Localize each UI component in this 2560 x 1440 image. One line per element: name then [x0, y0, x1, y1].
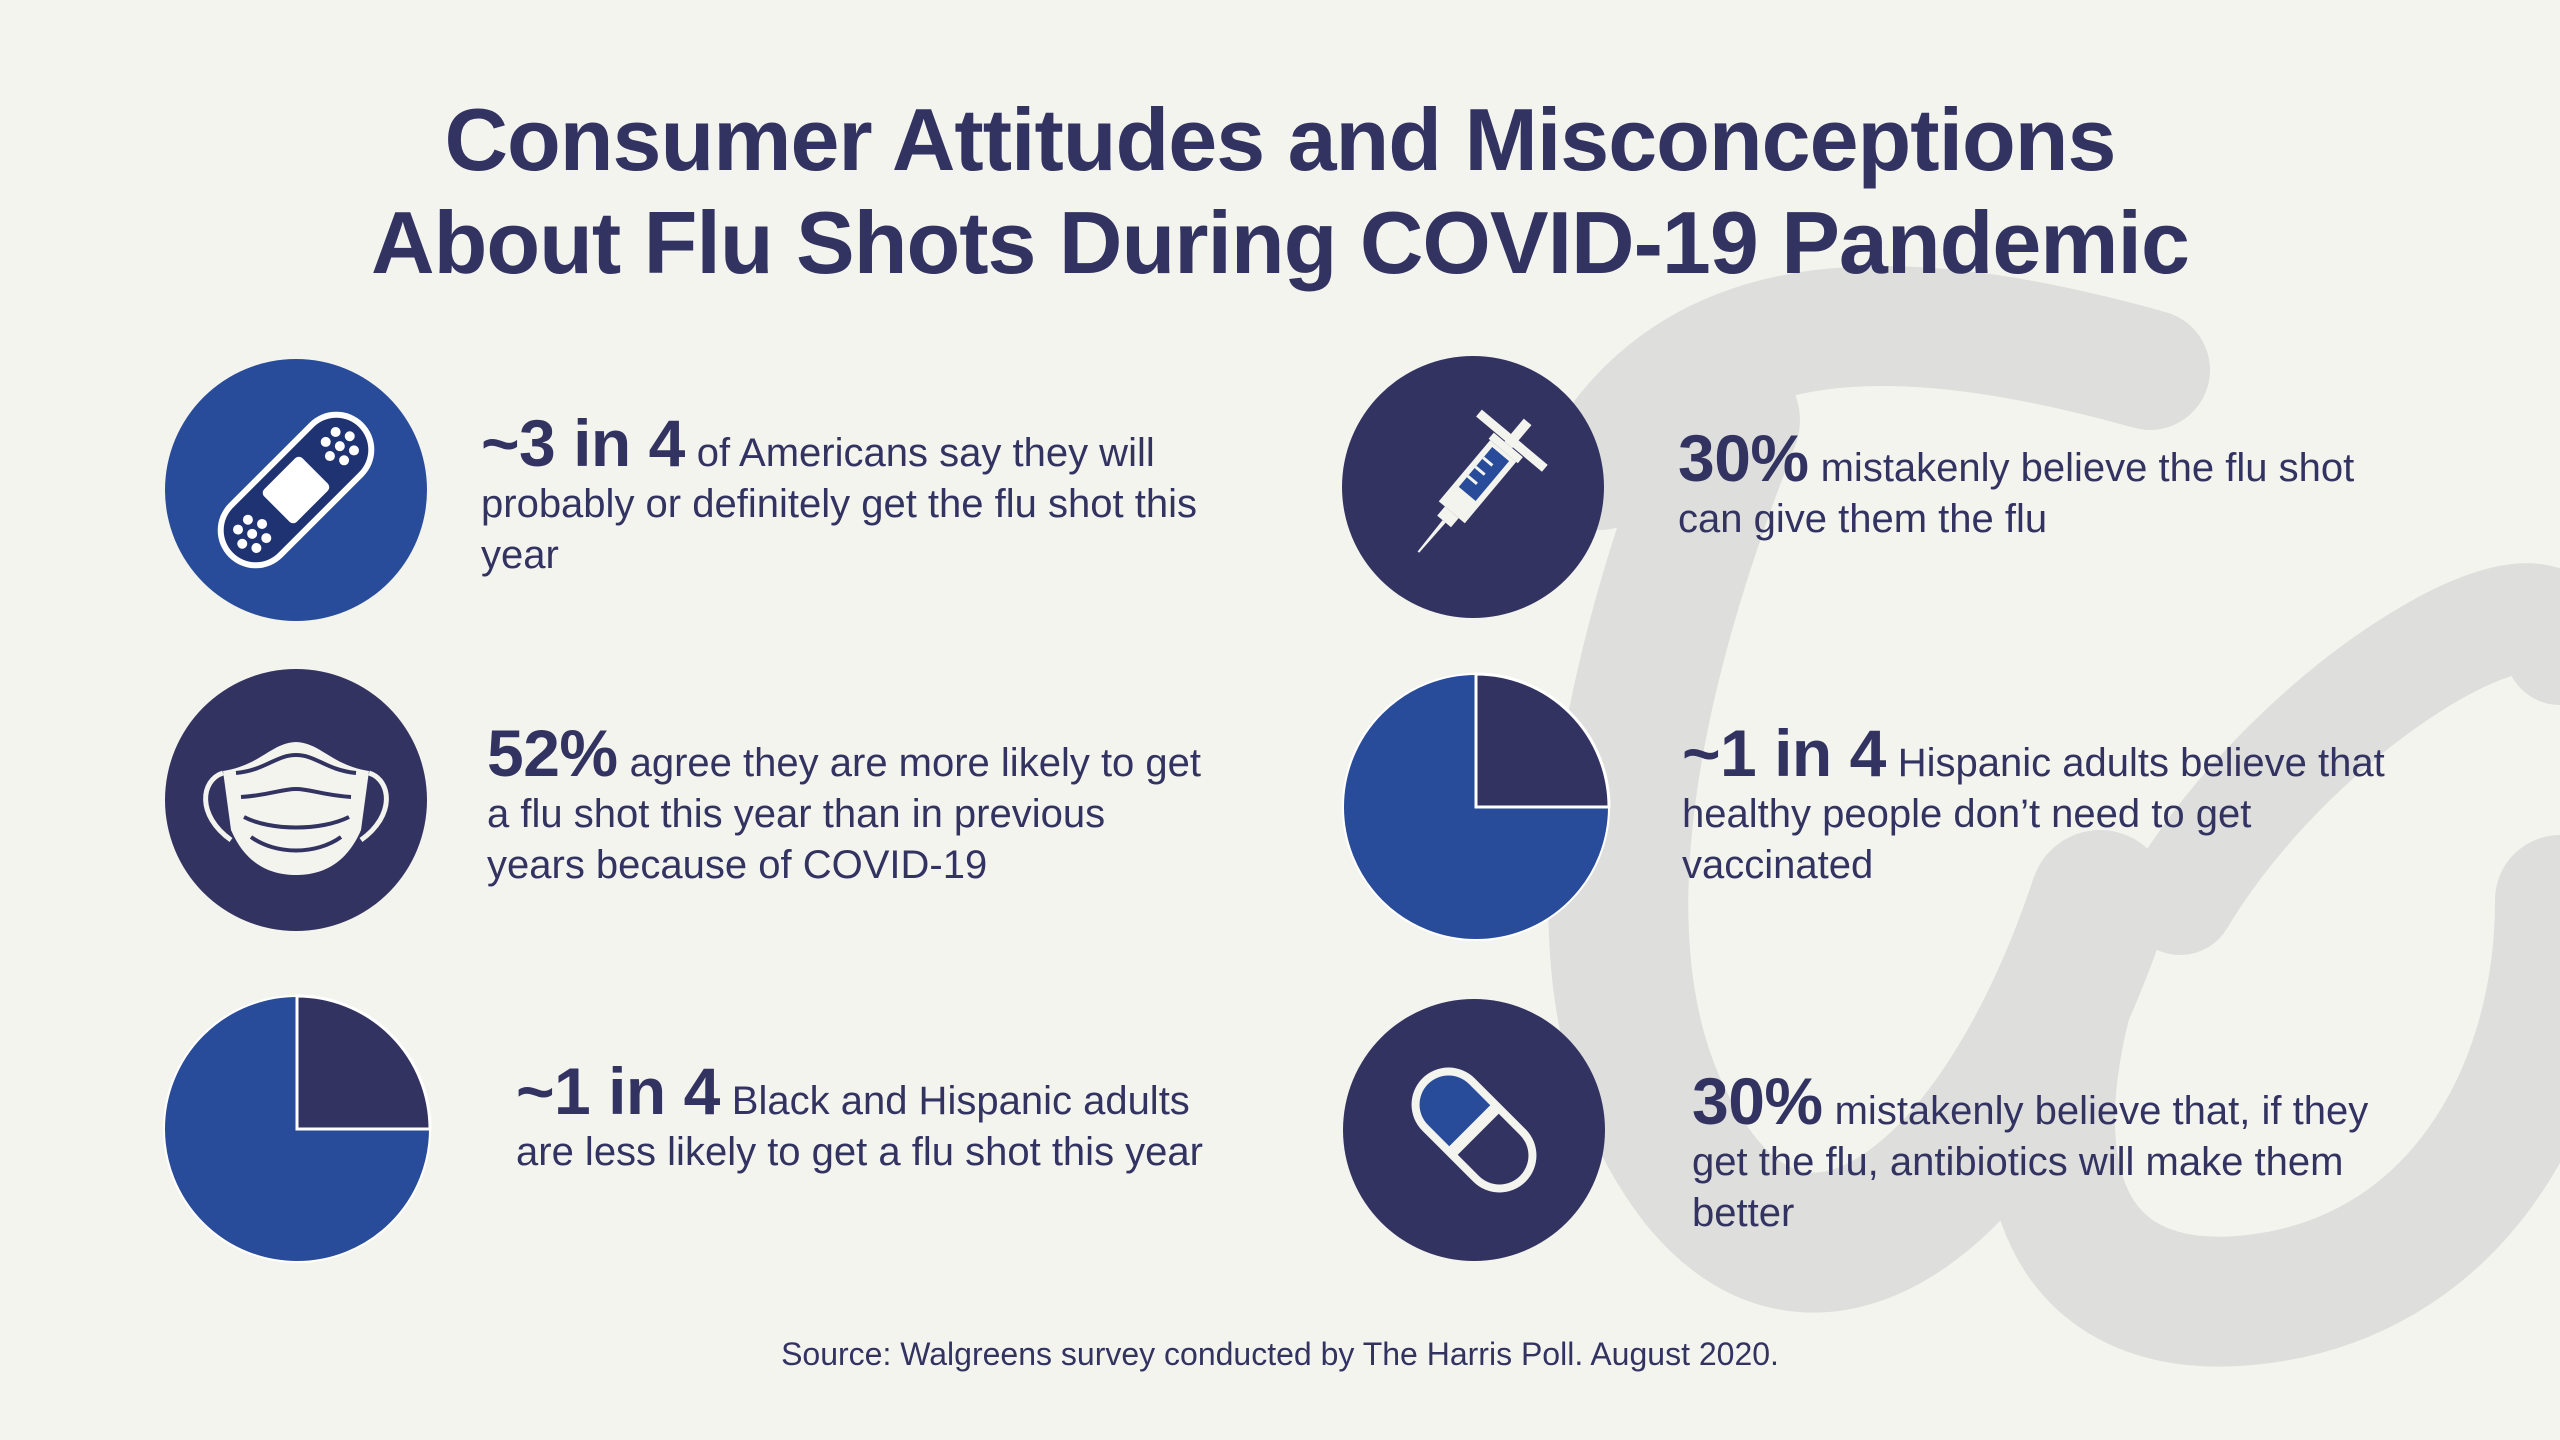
- stat-3: ~1 in 4 Black and Hispanic adults are les…: [516, 1058, 1236, 1178]
- page-title: Consumer Attitudes and Misconceptions Ab…: [0, 88, 2560, 294]
- stat-text: Hispanic adults believe that healthy peo…: [1682, 741, 2385, 887]
- stat-highlight: ~1 in 4: [516, 1054, 720, 1128]
- stat-2: 52% agree they are more likely to get a f…: [487, 720, 1207, 891]
- pill-capsule-icon: [1339, 995, 1609, 1265]
- stat-text: agree they are more likely to get a flu …: [487, 741, 1202, 887]
- stat-text: mistakenly believe the flu shot can give…: [1678, 446, 2355, 541]
- syringe-icon: [1338, 352, 1608, 622]
- stat-1: ~3 in 4 of Americans say they will probab…: [481, 410, 1201, 581]
- stat-text: of Americans say they will probably or d…: [481, 431, 1197, 577]
- stat-highlight: 30%: [1692, 1064, 1823, 1138]
- stat-highlight: 30%: [1678, 421, 1809, 495]
- stat-5: ~1 in 4 Hispanic adults believe that heal…: [1682, 720, 2402, 891]
- pie-quarter-icon: [1341, 672, 1611, 942]
- title-line-2: About Flu Shots During COVID-19 Pandemic: [371, 193, 2190, 292]
- stat-4: 30% mistakenly believe the flu shot can g…: [1678, 425, 2398, 545]
- stat-highlight: ~3 in 4: [481, 406, 685, 480]
- pie-quarter-icon: [162, 994, 432, 1264]
- stat-highlight: ~1 in 4: [1682, 716, 1886, 790]
- stat-text: Black and Hispanic adults are less likel…: [516, 1079, 1203, 1174]
- face-mask-icon: [161, 665, 431, 935]
- stat-6: 30% mistakenly believe that, if they get …: [1692, 1068, 2412, 1239]
- bandage-icon: [161, 355, 431, 625]
- title-line-1: Consumer Attitudes and Misconceptions: [444, 90, 2116, 189]
- stat-text: mistakenly believe that, if they get the…: [1692, 1089, 2369, 1235]
- pie-slice-quarter: [295, 994, 432, 1131]
- pie-slice-quarter: [1474, 672, 1611, 809]
- stat-highlight: 52%: [487, 716, 618, 790]
- source-footnote: Source: Walgreens survey conducted by Th…: [781, 1336, 1779, 1372]
